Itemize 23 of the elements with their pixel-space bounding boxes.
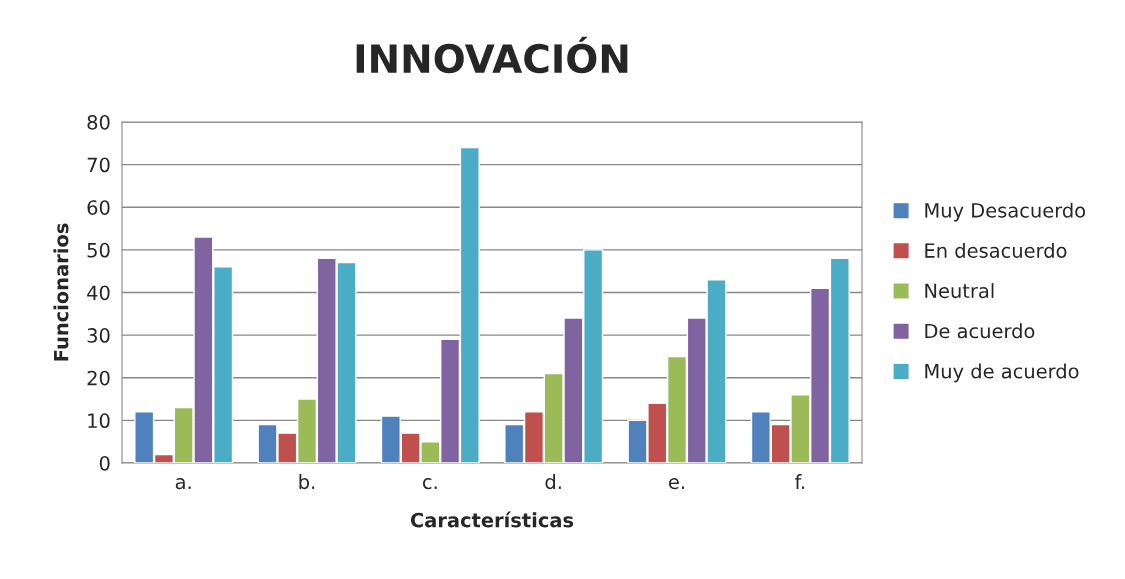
y-tick-label: 70: [87, 157, 110, 173]
y-tick-label: 0: [99, 455, 110, 471]
x-tick-label: c.: [422, 478, 437, 490]
x-tick-label: f.: [794, 474, 805, 489]
y-tick-label: 20: [87, 370, 110, 386]
legend-label: Neutral: [925, 283, 994, 299]
legend-label: En desacuerdo: [925, 242, 1067, 258]
y-tick-label: 40: [87, 285, 110, 301]
x-tick-label: d.: [545, 474, 561, 490]
x-axis-title: Características: [410, 511, 574, 528]
x-tick-label: e.: [669, 478, 684, 490]
y-tick-label: 50: [87, 242, 110, 258]
legend-label: Muy de acuerdo: [925, 363, 1079, 383]
y-tick-label: 30: [87, 328, 110, 343]
y-tick-label: 80: [87, 114, 110, 130]
legend-label: Muy Desacuerdo: [925, 202, 1086, 222]
x-tick-label: b.: [299, 474, 315, 490]
x-tick-label: a.: [175, 478, 191, 490]
legend-label: De acuerdo: [925, 323, 1035, 339]
chart-title: INNOVACIÓN: [356, 36, 628, 74]
y-axis-title: Funcionarios: [53, 223, 69, 361]
y-tick-label: 10: [88, 413, 110, 429]
y-tick-label: 60: [87, 200, 110, 215]
